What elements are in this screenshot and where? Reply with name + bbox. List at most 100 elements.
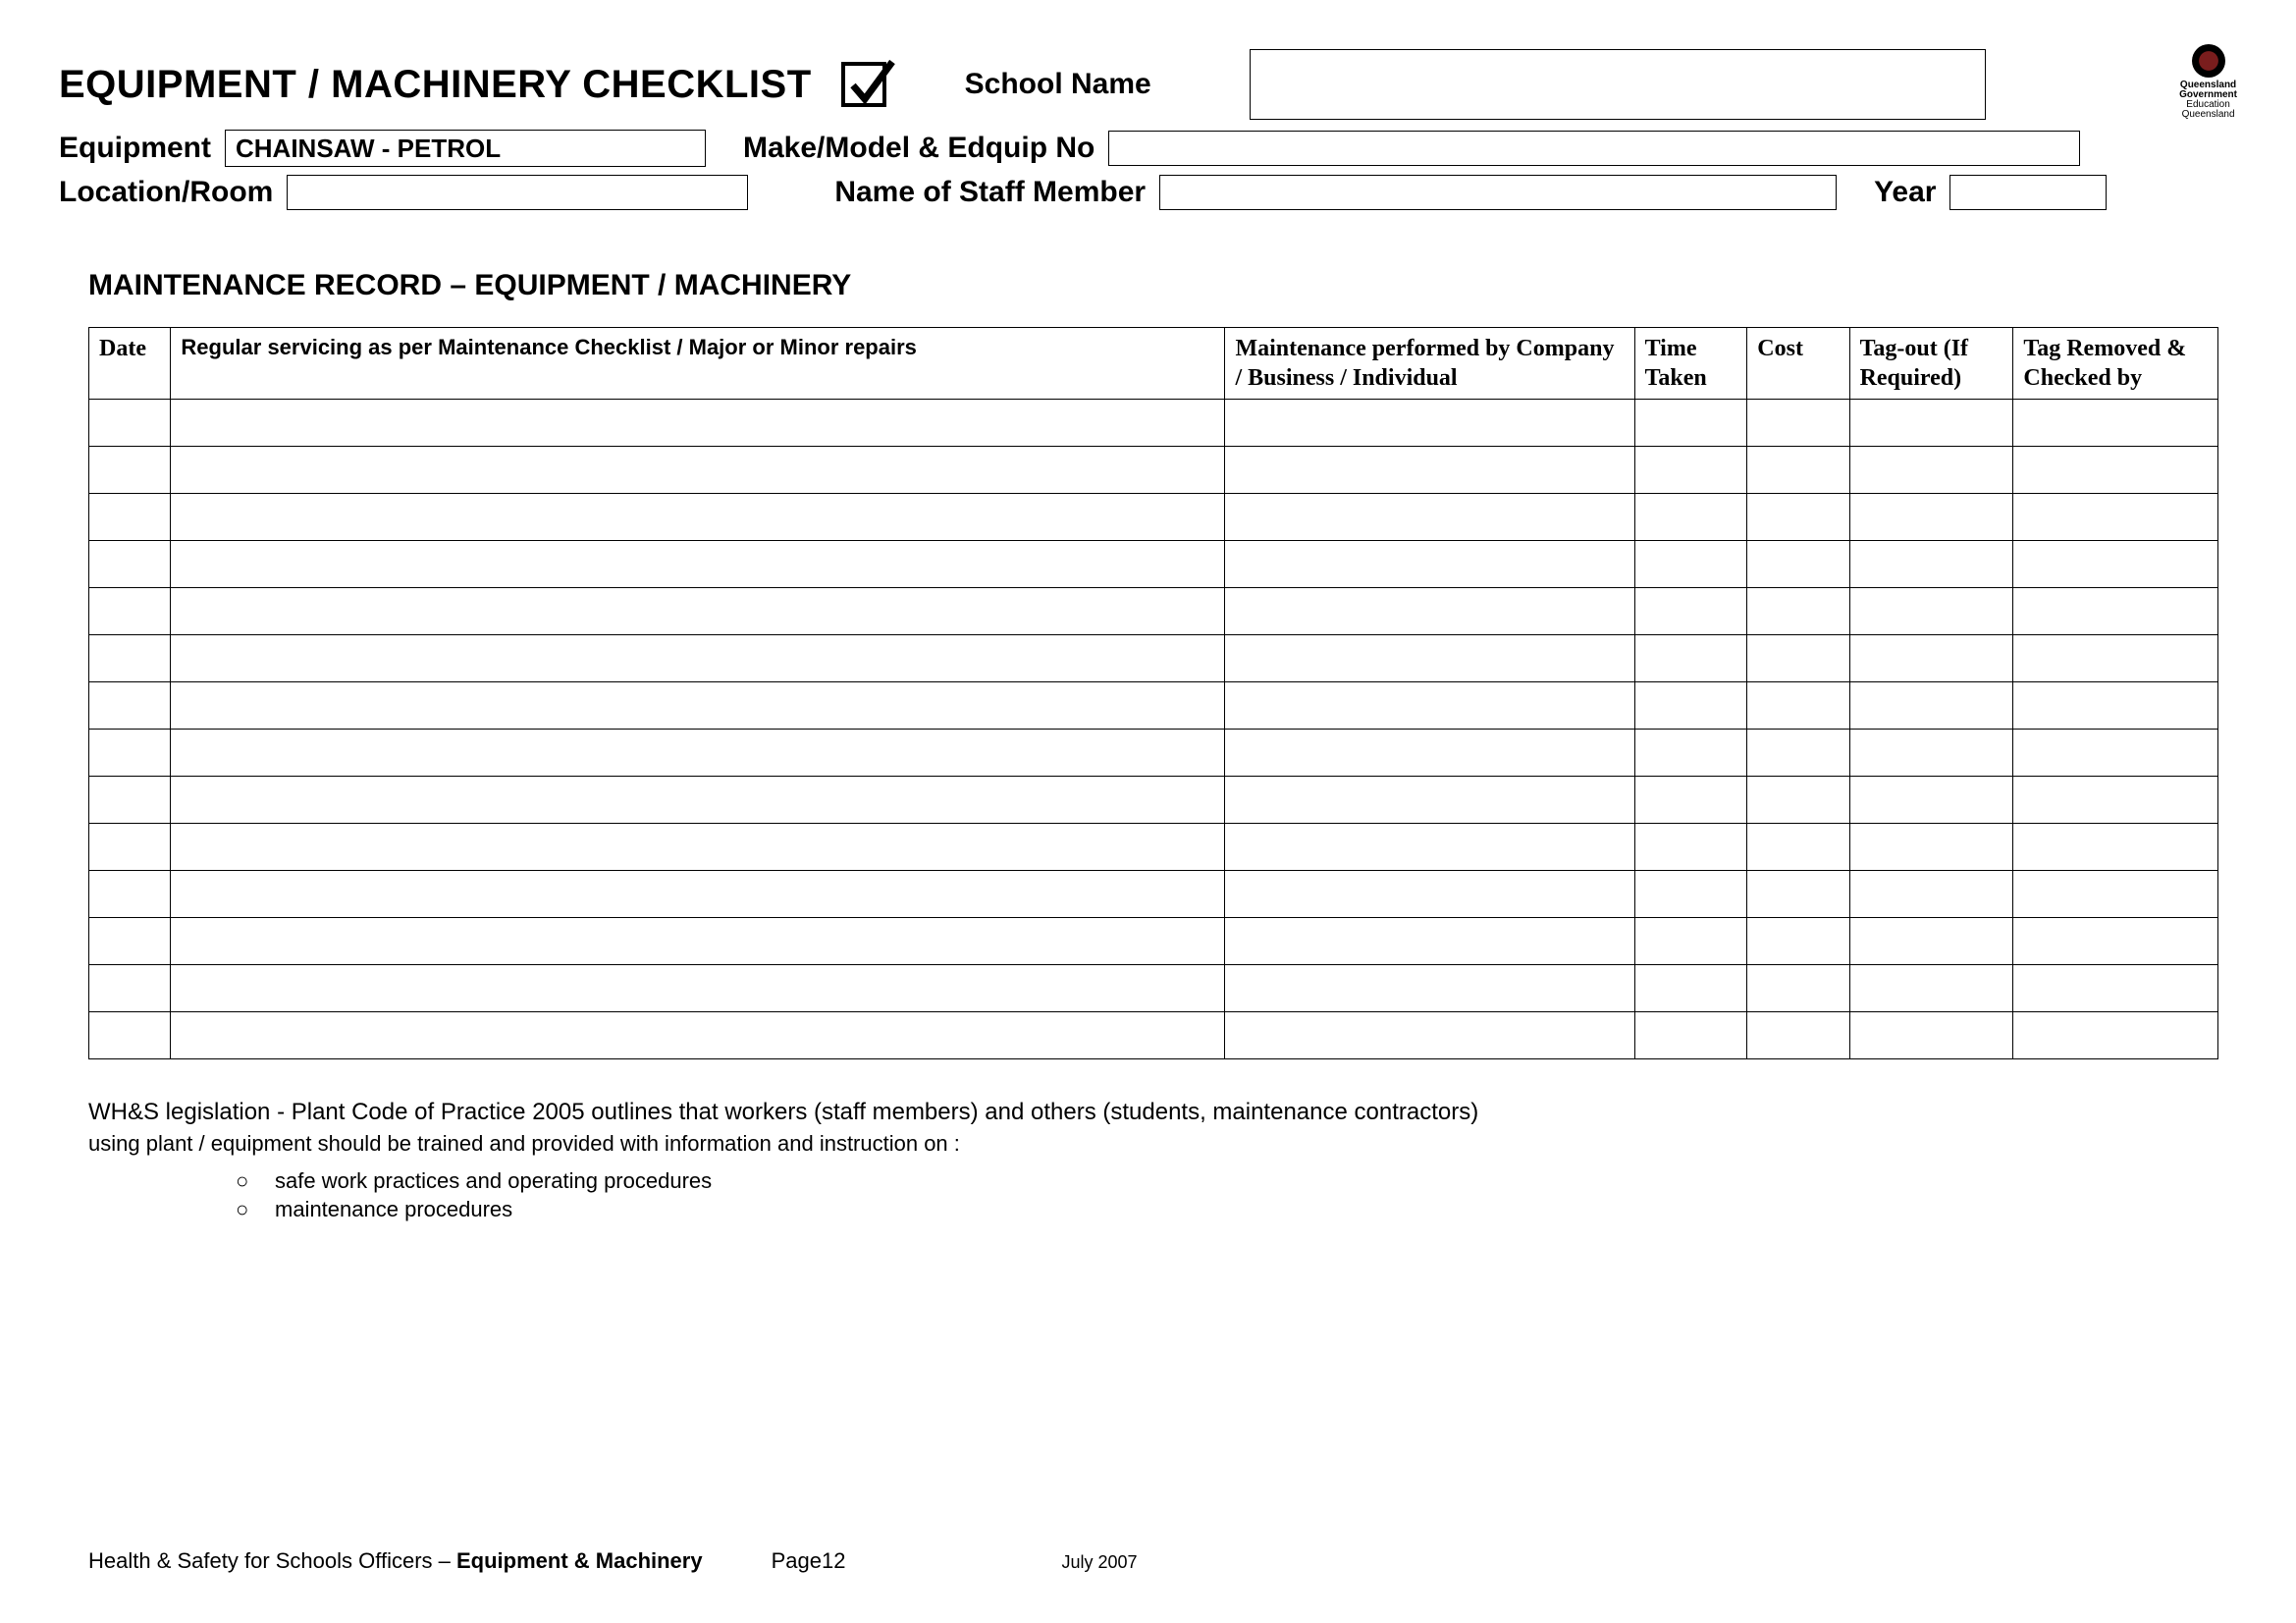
- table-cell[interactable]: [89, 824, 171, 871]
- table-cell[interactable]: [171, 400, 1225, 447]
- table-cell[interactable]: [171, 541, 1225, 588]
- table-cell[interactable]: [89, 730, 171, 777]
- table-cell[interactable]: [1634, 918, 1747, 965]
- table-cell[interactable]: [1634, 447, 1747, 494]
- table-cell[interactable]: [2013, 635, 2218, 682]
- table-cell[interactable]: [1849, 824, 2013, 871]
- table-cell[interactable]: [1747, 1012, 1849, 1059]
- table-cell[interactable]: [1747, 682, 1849, 730]
- table-cell[interactable]: [1747, 494, 1849, 541]
- table-cell[interactable]: [171, 635, 1225, 682]
- table-cell[interactable]: [1225, 494, 1634, 541]
- table-cell[interactable]: [171, 494, 1225, 541]
- table-cell[interactable]: [1747, 635, 1849, 682]
- table-cell[interactable]: [171, 871, 1225, 918]
- table-cell[interactable]: [1634, 541, 1747, 588]
- table-cell[interactable]: [1634, 682, 1747, 730]
- table-cell[interactable]: [1849, 777, 2013, 824]
- location-input[interactable]: [287, 175, 748, 210]
- table-cell[interactable]: [2013, 777, 2218, 824]
- table-cell[interactable]: [1634, 730, 1747, 777]
- table-cell[interactable]: [1225, 1012, 1634, 1059]
- make-model-input[interactable]: [1108, 131, 2080, 166]
- table-cell[interactable]: [89, 588, 171, 635]
- table-cell[interactable]: [171, 1012, 1225, 1059]
- table-cell[interactable]: [2013, 730, 2218, 777]
- table-cell[interactable]: [2013, 494, 2218, 541]
- table-cell[interactable]: [1225, 777, 1634, 824]
- table-cell[interactable]: [1747, 965, 1849, 1012]
- table-cell[interactable]: [2013, 400, 2218, 447]
- table-cell[interactable]: [2013, 824, 2218, 871]
- table-cell[interactable]: [171, 824, 1225, 871]
- table-cell[interactable]: [1747, 824, 1849, 871]
- table-cell[interactable]: [1747, 447, 1849, 494]
- table-cell[interactable]: [1849, 965, 2013, 1012]
- table-cell[interactable]: [89, 400, 171, 447]
- table-cell[interactable]: [1849, 871, 2013, 918]
- table-cell[interactable]: [2013, 447, 2218, 494]
- table-cell[interactable]: [89, 918, 171, 965]
- table-cell[interactable]: [1634, 777, 1747, 824]
- table-cell[interactable]: [89, 682, 171, 730]
- table-cell[interactable]: [2013, 541, 2218, 588]
- table-cell[interactable]: [1849, 588, 2013, 635]
- table-cell[interactable]: [89, 965, 171, 1012]
- table-cell[interactable]: [1747, 541, 1849, 588]
- table-cell[interactable]: [1634, 588, 1747, 635]
- table-cell[interactable]: [1747, 871, 1849, 918]
- table-cell[interactable]: [1634, 635, 1747, 682]
- table-cell[interactable]: [1634, 871, 1747, 918]
- table-cell[interactable]: [1225, 635, 1634, 682]
- table-cell[interactable]: [1225, 400, 1634, 447]
- table-cell[interactable]: [171, 682, 1225, 730]
- table-cell[interactable]: [89, 635, 171, 682]
- table-cell[interactable]: [89, 871, 171, 918]
- table-cell[interactable]: [1747, 400, 1849, 447]
- table-cell[interactable]: [1747, 777, 1849, 824]
- table-cell[interactable]: [1747, 918, 1849, 965]
- table-cell[interactable]: [89, 777, 171, 824]
- table-cell[interactable]: [1849, 918, 2013, 965]
- table-cell[interactable]: [171, 588, 1225, 635]
- table-cell[interactable]: [89, 494, 171, 541]
- table-cell[interactable]: [1849, 541, 2013, 588]
- table-cell[interactable]: [1634, 824, 1747, 871]
- table-cell[interactable]: [2013, 965, 2218, 1012]
- table-cell[interactable]: [1225, 588, 1634, 635]
- table-cell[interactable]: [1225, 824, 1634, 871]
- table-cell[interactable]: [1634, 1012, 1747, 1059]
- table-cell[interactable]: [1634, 494, 1747, 541]
- table-cell[interactable]: [1225, 965, 1634, 1012]
- table-cell[interactable]: [171, 730, 1225, 777]
- table-cell[interactable]: [1225, 918, 1634, 965]
- table-cell[interactable]: [171, 965, 1225, 1012]
- table-cell[interactable]: [2013, 588, 2218, 635]
- table-cell[interactable]: [1849, 400, 2013, 447]
- table-cell[interactable]: [2013, 918, 2218, 965]
- table-cell[interactable]: [1634, 400, 1747, 447]
- table-cell[interactable]: [1849, 447, 2013, 494]
- table-cell[interactable]: [1849, 494, 2013, 541]
- table-cell[interactable]: [1849, 635, 2013, 682]
- table-cell[interactable]: [2013, 1012, 2218, 1059]
- table-cell[interactable]: [171, 777, 1225, 824]
- table-cell[interactable]: [1225, 541, 1634, 588]
- table-cell[interactable]: [1225, 730, 1634, 777]
- table-cell[interactable]: [2013, 871, 2218, 918]
- table-cell[interactable]: [1747, 588, 1849, 635]
- table-cell[interactable]: [2013, 682, 2218, 730]
- table-cell[interactable]: [171, 918, 1225, 965]
- table-cell[interactable]: [1849, 730, 2013, 777]
- staff-input[interactable]: [1159, 175, 1837, 210]
- year-input[interactable]: [1949, 175, 2107, 210]
- table-cell[interactable]: [1225, 871, 1634, 918]
- table-cell[interactable]: [1747, 730, 1849, 777]
- equipment-input[interactable]: CHAINSAW - PETROL: [225, 130, 706, 167]
- table-cell[interactable]: [1225, 447, 1634, 494]
- school-name-input[interactable]: [1250, 49, 1986, 120]
- table-cell[interactable]: [1849, 682, 2013, 730]
- table-cell[interactable]: [171, 447, 1225, 494]
- table-cell[interactable]: [89, 541, 171, 588]
- table-cell[interactable]: [89, 1012, 171, 1059]
